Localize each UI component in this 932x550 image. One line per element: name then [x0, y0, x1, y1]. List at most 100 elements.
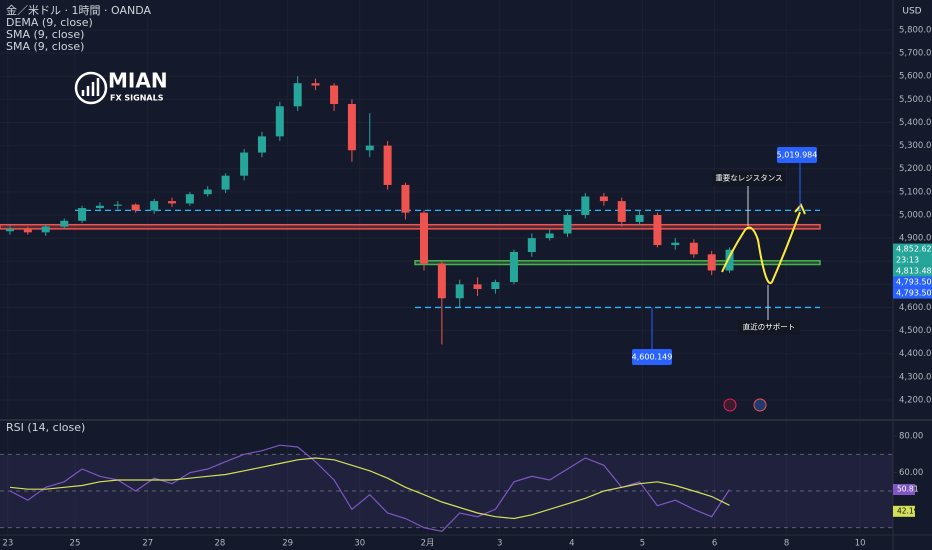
price-label: 4,813.484 — [896, 267, 932, 276]
candles — [5, 76, 734, 345]
rsi-pane — [0, 435, 897, 532]
annotation: 直近のサポート — [743, 322, 796, 332]
y-tick-label: 5,800.000 — [899, 25, 932, 35]
callout-label: 4,600.149 — [632, 353, 673, 362]
projection-arrow — [794, 203, 806, 215]
candle-body — [41, 226, 50, 233]
x-tick-label: 30 — [354, 539, 365, 549]
candle-body — [617, 201, 626, 222]
annotation-box — [738, 320, 800, 335]
candle-body — [527, 238, 536, 252]
price-label: 4,793.504 — [896, 278, 932, 287]
x-tick-label: 8 — [784, 539, 789, 549]
rsi-last-label: 42.19 — [897, 506, 919, 515]
x-tick-label: 6 — [712, 539, 717, 549]
y-tick-label: 5,000.000 — [899, 210, 932, 220]
rsi-last-box — [893, 484, 915, 496]
rsi-band — [0, 454, 893, 528]
y-tick-label: 5,600.000 — [899, 72, 932, 82]
candle-body — [185, 194, 194, 204]
candle-body — [330, 85, 339, 104]
candle-body — [95, 205, 104, 209]
candle-body — [347, 103, 356, 151]
x-tick-label: 10 — [855, 539, 866, 549]
chart-title: 金／米ドル · 1時間 · OANDA — [6, 4, 151, 17]
logo-subtext: FX SIGNALS — [110, 94, 164, 103]
grid — [0, 0, 893, 535]
candle-body — [113, 204, 122, 206]
candle-body — [420, 212, 429, 264]
x-tick-label: 5 — [640, 539, 645, 549]
event-icon — [723, 398, 737, 412]
projection-path — [721, 211, 801, 285]
price-label: 4,852.620 — [896, 245, 932, 254]
rsi-line — [9, 444, 731, 532]
price-label-box — [893, 287, 932, 299]
candle-body — [150, 201, 159, 211]
logo-text: MIAN — [108, 69, 168, 93]
x-tick-label: 4 — [569, 539, 574, 549]
candle-body — [491, 282, 500, 289]
candle-body — [437, 263, 446, 299]
candle-body — [671, 242, 680, 246]
x-tick-label: 28 — [214, 539, 225, 549]
candle-body — [455, 284, 464, 299]
price-label-box — [893, 243, 932, 266]
callout-label: 5,019.984 — [777, 151, 818, 160]
y-tick-label: 5,500.000 — [899, 95, 932, 105]
callout-box — [632, 349, 672, 365]
candle-body — [509, 251, 518, 283]
candle-body — [257, 136, 266, 153]
y-tick-label: 4,400.000 — [899, 349, 932, 359]
y-tick-label: 5,200.000 — [899, 164, 932, 174]
candle-body — [365, 145, 374, 151]
candle-body — [78, 208, 87, 221]
candle-body — [203, 189, 212, 195]
candle-body — [401, 184, 410, 213]
currency: USD — [902, 7, 921, 17]
rsi-tick-label: 80.00 — [899, 432, 923, 442]
candle-body — [60, 220, 69, 227]
zone — [0, 223, 821, 230]
candle-body — [581, 196, 590, 215]
countdown: 23:13 — [896, 256, 919, 265]
candle-body — [635, 214, 644, 222]
x-tick-label: 27 — [142, 539, 153, 549]
candle-body — [563, 214, 572, 234]
annotation: 重要なレジスタンス — [715, 174, 782, 183]
y-tick-label: 4,300.000 — [899, 372, 932, 382]
candle-body — [168, 201, 177, 204]
candle-body — [383, 145, 392, 185]
x-tick-label: 3 — [497, 539, 502, 549]
y-tick-label: 5,700.000 — [899, 49, 932, 59]
rsi-last-box — [893, 505, 915, 517]
candle-body — [221, 175, 230, 190]
logo-mark — [74, 71, 108, 105]
rsi-tick-label: 60.00 — [899, 468, 923, 478]
candle-body — [311, 83, 320, 86]
callout-box — [777, 147, 817, 163]
candle-body — [707, 254, 716, 271]
logo: MIAN FX SIGNALS — [74, 69, 168, 105]
price-label: 4,793.504 — [896, 289, 932, 298]
indicator-label: SMA (9, close) — [6, 40, 84, 53]
indicator-label: DEMA (9, close) — [6, 16, 93, 29]
candle-body — [275, 106, 284, 137]
x-tick-label: 2月 — [421, 539, 435, 549]
candle-body — [689, 242, 698, 255]
candle-body — [240, 152, 249, 176]
y-tick-label: 5,300.000 — [899, 141, 932, 151]
candle-body — [545, 233, 554, 239]
annotations: 重要なレジスタンス 直近のサポート 5,019.984 4,600.149 — [632, 147, 818, 365]
candle-body — [23, 228, 32, 233]
indicator-label: SMA (9, close) — [6, 28, 84, 41]
candle-body — [473, 284, 482, 289]
price-label-box — [893, 276, 932, 288]
zone — [414, 260, 821, 266]
axes: 4,200.000 4,300.000 4,400.000 4,500.000 4,60… — [2, 25, 932, 549]
y-tick-label: 4,200.000 — [899, 395, 932, 405]
logo-bars — [81, 78, 100, 96]
